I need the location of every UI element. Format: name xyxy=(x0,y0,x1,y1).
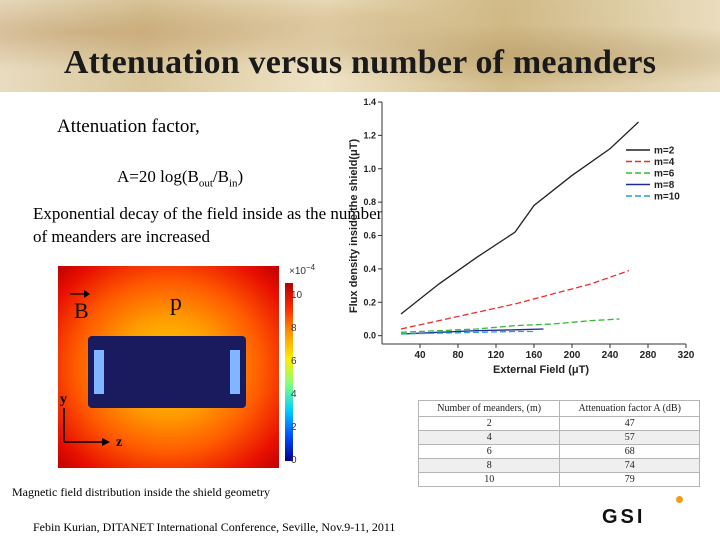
table-cell: 8 xyxy=(417,458,561,473)
decay-description: Exponential decay of the field inside as… xyxy=(33,204,383,246)
chart-series xyxy=(400,121,639,335)
x-tick-label: 160 xyxy=(526,350,543,361)
beam-label-p: p xyxy=(170,290,182,316)
x-tick-label: 200 xyxy=(564,350,581,361)
x-tick-label: 120 xyxy=(488,350,505,361)
y-tick-label: 1.2 xyxy=(363,130,376,140)
colorbar-tick: 6 xyxy=(291,356,297,367)
x-tick-label: 320 xyxy=(678,350,695,361)
y-tick-label: 1.0 xyxy=(363,164,376,174)
field-distribution-plot xyxy=(58,266,279,468)
x-tick-label: 40 xyxy=(414,350,426,361)
series-line-m-4 xyxy=(400,269,630,330)
shield-geometry xyxy=(88,336,246,408)
legend-label: m=6 xyxy=(654,169,675,180)
attenuation-formula: A=20 log(Bout/Bin) xyxy=(117,167,243,189)
y-tick-label: 0.8 xyxy=(363,197,376,207)
table-cell: 79 xyxy=(559,472,700,487)
table-cell: 74 xyxy=(559,458,700,473)
x-axis-label: External Field (μT) xyxy=(493,364,589,376)
attenuation-factor-label: Attenuation factor, xyxy=(57,116,200,137)
y-tick-label: 0.2 xyxy=(363,297,376,307)
y-tick-label: 0.0 xyxy=(363,331,376,341)
formula-out-subscript: out xyxy=(198,177,213,190)
formula-mid: /B xyxy=(212,167,229,186)
x-tick-label: 80 xyxy=(452,350,464,361)
z-axis-arrowhead xyxy=(102,438,110,446)
gsi-logo: GSI xyxy=(602,506,646,528)
series-line-m-2 xyxy=(400,121,639,315)
table-row: 8 74 xyxy=(417,458,700,473)
y-axis-label: Flux density inside the shield(μT) xyxy=(348,139,360,314)
series-line-m-6 xyxy=(400,318,620,333)
table-row: 4 57 xyxy=(417,430,700,445)
colorbar-tick: 0 xyxy=(291,455,297,466)
table-cell: 2 xyxy=(417,416,561,431)
formula-in-subscript: in xyxy=(228,177,238,190)
formula-prefix: A=20 log(B xyxy=(117,167,199,186)
table-row: 2 47 xyxy=(417,416,700,431)
chart-legend: m=2m=4m=6m=8m=10 xyxy=(626,146,680,203)
z-axis-label: z xyxy=(116,435,122,450)
legend-label: m=8 xyxy=(654,180,675,191)
legend-label: m=4 xyxy=(654,157,675,168)
table-cell: 10 xyxy=(417,472,561,487)
table-cell: 4 xyxy=(417,430,561,445)
colorbar-exponent: ×10−4 xyxy=(289,263,316,277)
legend-label: m=2 xyxy=(654,146,675,157)
table-cell: 6 xyxy=(417,444,561,459)
colorbar-tick: 2 xyxy=(291,422,297,433)
y-tick-label: 1.4 xyxy=(363,97,376,107)
series-line-m-8 xyxy=(400,328,544,335)
x-tick-label: 240 xyxy=(602,350,619,361)
table-cell: 57 xyxy=(559,430,700,445)
table-header-row: Number of meanders, (m) Attenuation fact… xyxy=(417,400,700,417)
series-line-m-10 xyxy=(400,330,534,335)
y-tick-label: 0.6 xyxy=(363,231,376,241)
figure-caption: Magnetic field distribution inside the s… xyxy=(12,485,270,499)
table-row: 6 68 xyxy=(417,444,700,459)
attenuation-table: Number of meanders, (m) Attenuation fact… xyxy=(417,400,700,487)
b-field-label: B xyxy=(74,298,89,323)
title-banner xyxy=(0,0,720,92)
table-row: 10 79 xyxy=(417,472,700,487)
logo-dot-icon xyxy=(676,496,683,503)
colorbar-tick: 4 xyxy=(291,389,297,400)
footer-text: Febin Kurian, DITANET International Conf… xyxy=(33,520,396,534)
colorbar-tick: 8 xyxy=(291,323,297,334)
colorbar-tick: 10 xyxy=(291,290,303,301)
field-plot-overlay: B p y z ×10−4 xyxy=(60,263,316,450)
b-vector-arrowhead xyxy=(84,290,90,298)
colorbar xyxy=(285,283,293,461)
chart-axes: 40 80 120 160 200 240 280 320 0.0 0.2 0.4 0.6 0.8 1.0… xyxy=(363,97,694,361)
y-axis-label: y xyxy=(60,392,67,407)
formula-suffix: ) xyxy=(237,167,244,186)
slide-title: Attenuation versus number of meanders xyxy=(63,44,657,81)
table-header: Attenuation factor A (dB) xyxy=(559,400,700,417)
y-tick-label: 0.4 xyxy=(363,264,376,274)
table-header: Number of meanders, (m) xyxy=(417,400,561,417)
table-cell: 68 xyxy=(559,444,700,459)
x-tick-label: 280 xyxy=(640,350,657,361)
flux-density-chart: 40 80 120 160 200 240 280 320 0.0 0.2 0.4 0.6 0.8 1.0… xyxy=(348,97,695,376)
legend-label: m=10 xyxy=(654,192,680,203)
table-cell: 47 xyxy=(559,416,700,431)
